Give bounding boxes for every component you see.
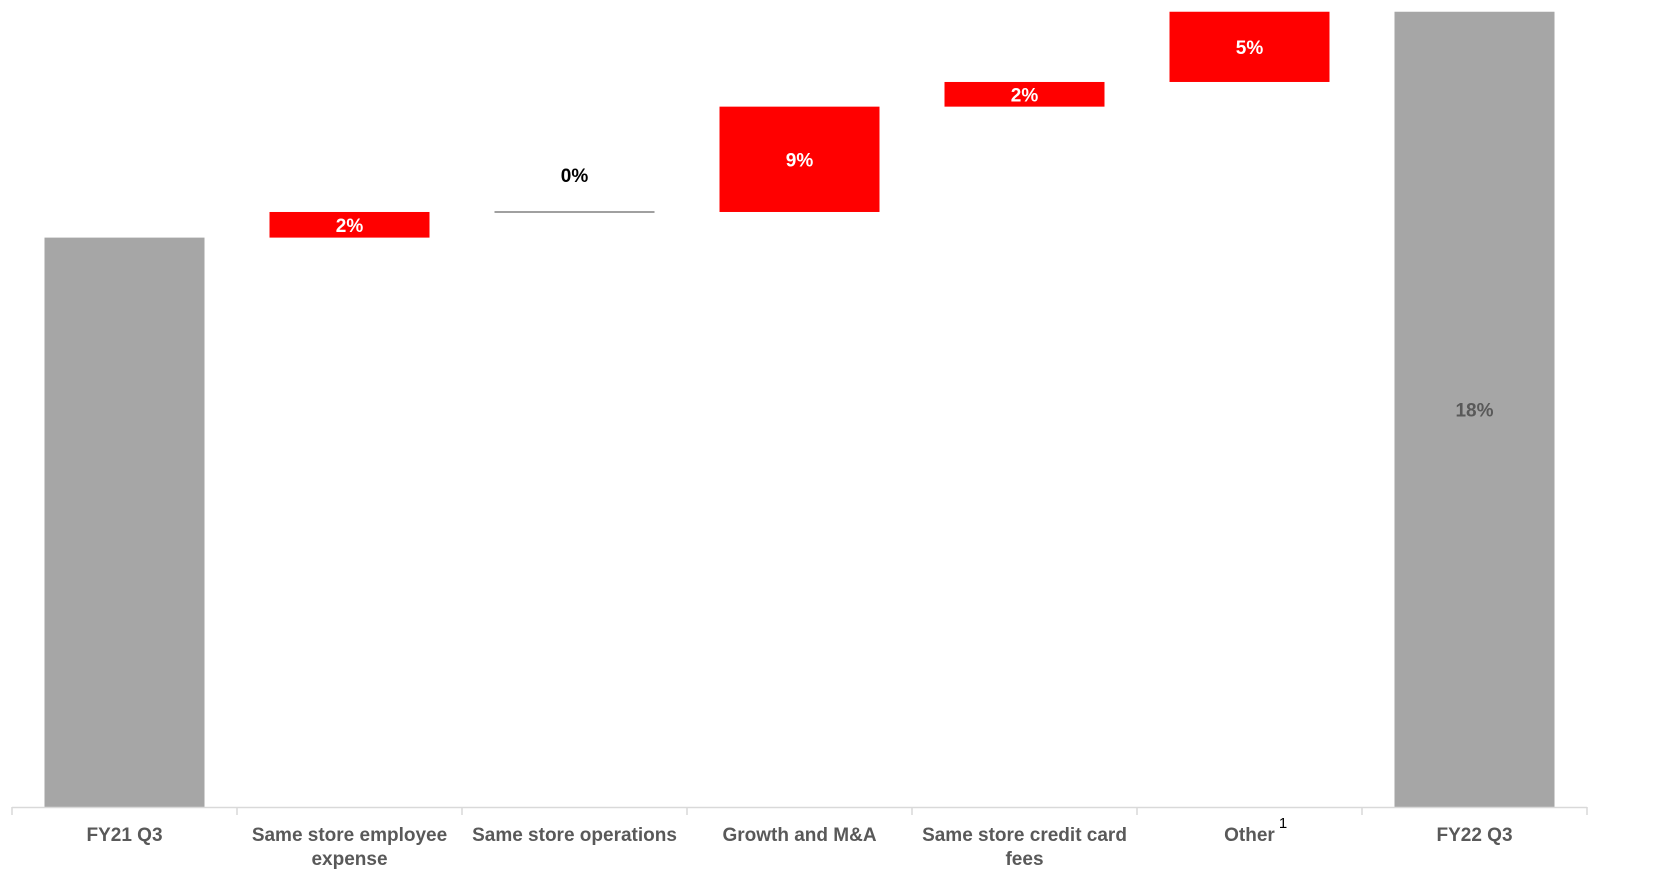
total-bar	[44, 237, 205, 807]
category-label: FY21 Q3	[86, 825, 162, 846]
category-label-line: FY21 Q3	[86, 825, 162, 846]
increase-bar	[719, 106, 880, 212]
category-label: Same store employee expense	[252, 825, 447, 870]
category-label-line: Same store credit card	[922, 825, 1127, 846]
x-axis	[11, 806, 1588, 815]
category-label: Same store operations	[472, 825, 677, 846]
total-bar	[1394, 11, 1555, 808]
category-label-line: expense	[311, 849, 387, 870]
bars-group	[44, 11, 1555, 808]
category-label-line: Same store employee	[252, 825, 447, 846]
increase-bar	[1169, 11, 1330, 82]
data-label: 5%	[1236, 38, 1264, 59]
category-label-line: FY22 Q3	[1436, 825, 1512, 846]
category-label: Same store credit card fees	[922, 825, 1127, 870]
data-label: 9%	[786, 150, 814, 171]
category-label: FY22 Q3	[1436, 825, 1512, 846]
category-label-line: fees	[1005, 849, 1043, 870]
footnote-marker: 1	[1279, 815, 1287, 832]
data-label: 2%	[1011, 85, 1039, 106]
value-labels-group: 2% 0% 9% 2% 5% 18%	[336, 38, 1494, 422]
increase-bar	[944, 81, 1105, 107]
category-label-line: Same store operations	[472, 825, 677, 846]
category-label-line: Growth and M&A	[722, 825, 876, 846]
increase-bar	[269, 211, 430, 238]
category-label: Other	[1224, 825, 1275, 846]
category-label: Growth and M&A	[722, 825, 876, 846]
data-label: 0%	[561, 166, 589, 187]
data-label: 2%	[336, 216, 364, 237]
data-label: 18%	[1455, 400, 1493, 421]
category-label-line: Other	[1224, 825, 1275, 846]
